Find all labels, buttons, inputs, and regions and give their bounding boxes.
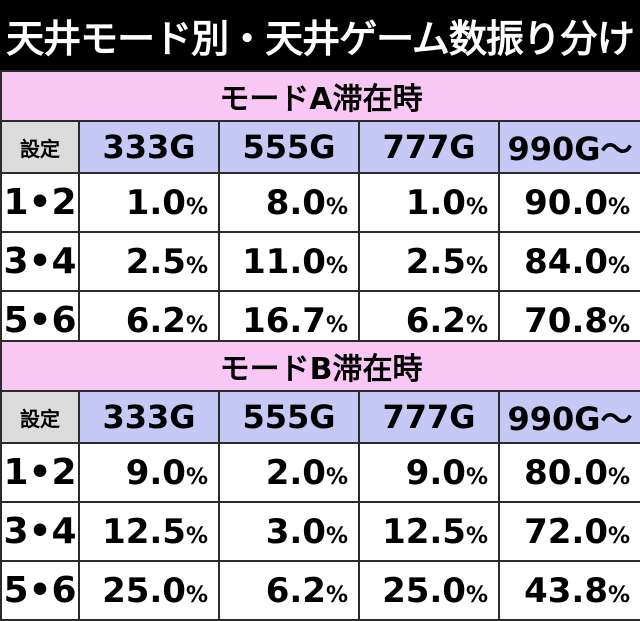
percent-cell: 3.0% <box>218 501 360 562</box>
column-header-777g: 777G <box>358 390 500 444</box>
mode-a-header: モードA滞在時 <box>0 70 640 122</box>
table-row: 3•4 12.5% 3.0% 12.5% 72.0% <box>0 501 640 562</box>
percent-cell: 90.0% <box>497 172 640 233</box>
percent-cell: 9.0% <box>78 442 220 503</box>
percent-cell: 1.0% <box>358 172 500 233</box>
percent-cell: 1.0% <box>78 172 220 233</box>
column-header-555g: 555G <box>218 120 360 174</box>
percent-cell: 2.0% <box>218 442 360 503</box>
table-row: 5•6 25.0% 6.2% 25.0% 43.8% <box>0 560 640 621</box>
percent-cell: 6.2% <box>218 560 360 621</box>
table-row: 1•2 9.0% 2.0% 9.0% 80.0% <box>0 442 640 503</box>
percent-cell: 11.0% <box>218 231 360 292</box>
column-header-333g: 333G <box>78 120 220 174</box>
column-header-555g: 555G <box>218 390 360 444</box>
percent-cell: 72.0% <box>497 501 640 562</box>
column-header-990g: 990G〜 <box>497 120 640 174</box>
mode-a-table: モードA滞在時 設定 333G 555G 777G 990G〜 1•2 1.0%… <box>0 70 640 351</box>
mode-b-table: モードB滞在時 設定 333G 555G 777G 990G〜 1•2 9.0%… <box>0 340 640 621</box>
setting-header: 設定 <box>0 120 80 174</box>
percent-cell: 84.0% <box>497 231 640 292</box>
column-header-990g: 990G〜 <box>497 390 640 444</box>
mode-b-header: モードB滞在時 <box>0 340 640 392</box>
percent-cell: 43.8% <box>497 560 640 621</box>
percent-cell: 2.5% <box>358 231 500 292</box>
percent-cell: 12.5% <box>78 501 220 562</box>
percent-cell: 25.0% <box>78 560 220 621</box>
setting-header: 設定 <box>0 390 80 444</box>
setting-label: 1•2 <box>0 172 80 233</box>
table-row: 1•2 1.0% 8.0% 1.0% 90.0% <box>0 172 640 233</box>
setting-label: 3•4 <box>0 501 80 562</box>
page-title: 天井モード別・天井ゲーム数振り分け <box>0 0 640 70</box>
column-header-333g: 333G <box>78 390 220 444</box>
percent-cell: 25.0% <box>358 560 500 621</box>
percent-cell: 80.0% <box>497 442 640 503</box>
percent-cell: 9.0% <box>358 442 500 503</box>
column-header-777g: 777G <box>358 120 500 174</box>
table-row: 3•4 2.5% 11.0% 2.5% 84.0% <box>0 231 640 292</box>
percent-cell: 8.0% <box>218 172 360 233</box>
setting-label: 3•4 <box>0 231 80 292</box>
percent-cell: 12.5% <box>358 501 500 562</box>
setting-label: 5•6 <box>0 560 80 621</box>
setting-label: 1•2 <box>0 442 80 503</box>
percent-cell: 2.5% <box>78 231 220 292</box>
